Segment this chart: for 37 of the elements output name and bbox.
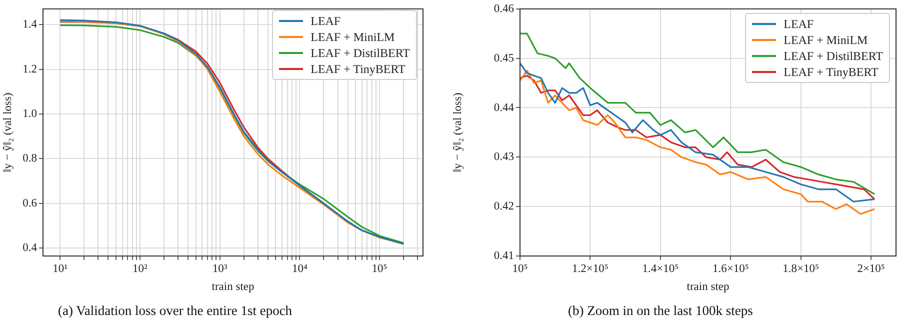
legend-label: LEAF + TinyBERT [310, 62, 406, 76]
y-tick-label: 1.4 [22, 18, 38, 31]
text: (a) Validation loss over the entire 1st epoch [58, 303, 292, 319]
y-tick-label: 0.8 [22, 152, 38, 165]
y-axis-title: ‖y − ŷ‖₂ (val loss) [2, 92, 14, 172]
legend-label: LEAF + TinyBERT [784, 64, 878, 80]
y-tick-label: 0.42 [494, 200, 514, 213]
x-tick-label: 10² [132, 262, 148, 275]
legend-label: LEAF [784, 16, 814, 32]
x-tick-label: 2×10⁵ [857, 262, 885, 275]
y-tick-label: 1.0 [22, 108, 38, 120]
y-tick-label: 0.41 [494, 250, 514, 262]
y-tick-label: 0.45 [494, 52, 514, 64]
x-tick-label: 1.2×10⁵ [572, 262, 608, 275]
y-tick-label: 0.6 [22, 197, 38, 210]
legend-label: LEAF + MiniLM [784, 32, 868, 48]
x-axis-title: train step [212, 281, 254, 294]
y-tick-label: 1.2 [22, 63, 38, 76]
legend-label: LEAF + DistilBERT [310, 46, 410, 60]
x-tick-label: 10⁴ [292, 262, 308, 275]
y-tick-label: 0.46 [494, 2, 514, 15]
x-axis-title: train step [686, 281, 730, 294]
x-tick-label: 10⁵ [512, 262, 528, 275]
x-tick-label: 1.8×10⁵ [782, 262, 820, 275]
y-tick-label: 0.4 [22, 242, 38, 254]
y-axis-title: ‖y − ŷ‖₂ (val loss) [452, 92, 464, 172]
x-tick-label: 10⁵ [372, 262, 388, 275]
y-tick-label: 0.44 [494, 102, 514, 114]
text: (b) Zoom in on the last 100k steps [568, 303, 753, 319]
x-tick-label: 1.4×10⁵ [642, 262, 679, 275]
legend-label: LEAF + MiniLM [310, 30, 395, 44]
y-tick-label: 0.43 [494, 151, 514, 164]
x-tick-label: 10³ [212, 262, 228, 275]
legend-label: LEAF [310, 14, 341, 28]
x-tick-label: 10¹ [52, 262, 68, 275]
legend-label: LEAF + DistilBERT [784, 48, 883, 64]
x-tick-label: 1.6×10⁵ [712, 262, 749, 275]
